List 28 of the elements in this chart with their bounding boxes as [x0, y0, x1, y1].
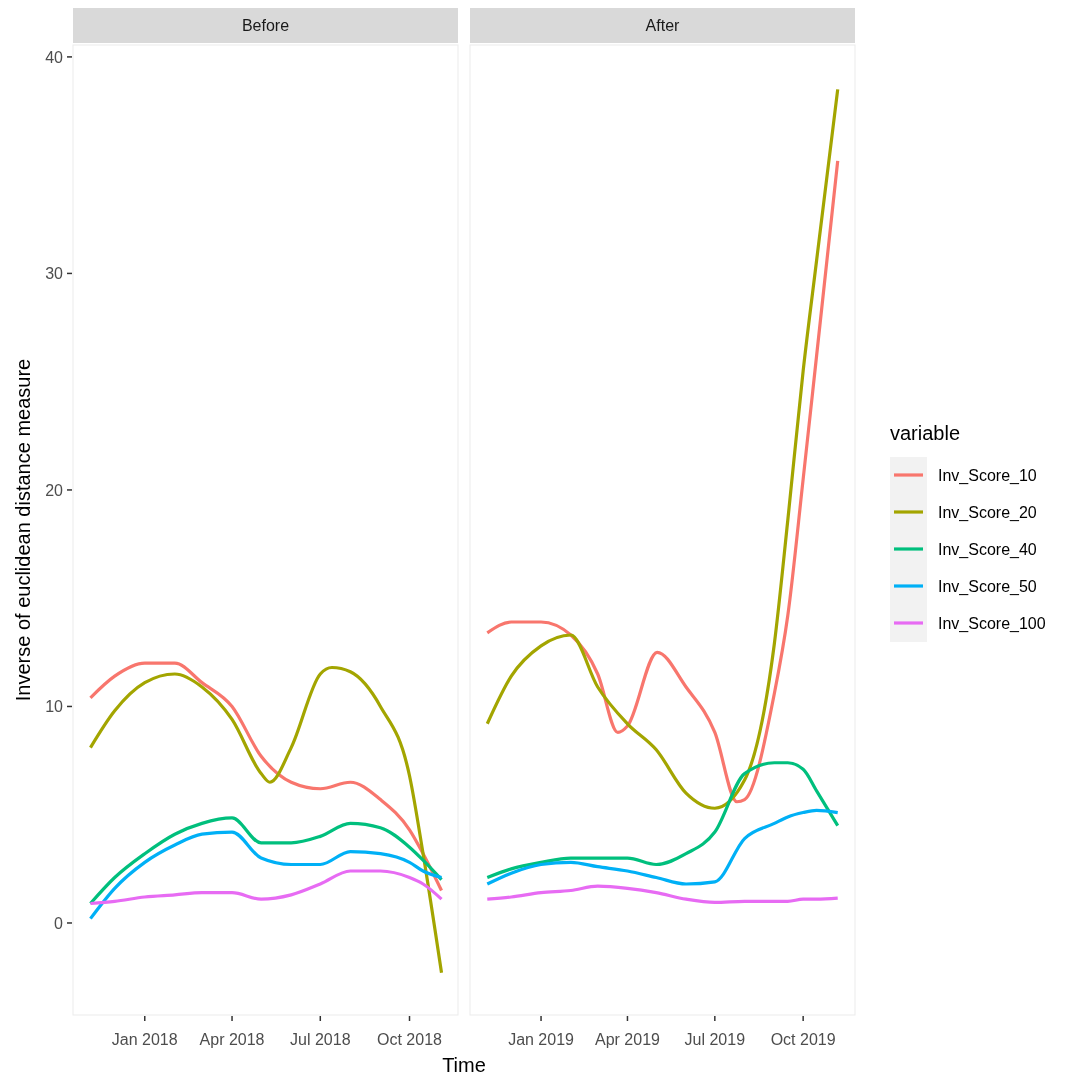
legend-label: Inv_Score_10 — [938, 467, 1037, 485]
x-tick-label: Jul 2018 — [290, 1031, 351, 1048]
x-tick-label: Oct 2018 — [377, 1031, 443, 1048]
chart-title: After — [645, 17, 681, 34]
legend-label: Inv_Score_20 — [938, 504, 1037, 522]
x-tick-label: Jul 2019 — [684, 1031, 746, 1048]
line-series — [88, 869, 444, 906]
legend-label: Inv_Score_50 — [938, 578, 1037, 596]
line-series — [88, 830, 444, 921]
x-tick-label: Jan 2018 — [111, 1031, 178, 1048]
x-tick-label: Apr 2019 — [594, 1031, 661, 1048]
legend-label: Inv_Score_40 — [938, 541, 1037, 559]
y-tick-label: 0 — [54, 914, 64, 932]
y-tick-label: 30 — [45, 265, 64, 283]
legend-title: variable — [890, 422, 961, 444]
legend-label: Inv_Score_100 — [938, 615, 1046, 633]
chart-title: Before — [241, 17, 290, 34]
y-tick-label: 40 — [45, 48, 64, 66]
y-axis-title: Inverse of euclidean distance measure — [12, 358, 34, 702]
line-series — [88, 661, 444, 893]
x-axis-title: Time — [442, 1054, 486, 1076]
line-series — [88, 665, 444, 975]
line-series — [88, 816, 444, 906]
x-tick-label: Jan 2019 — [508, 1031, 575, 1048]
y-tick-label: 10 — [45, 698, 64, 716]
y-tick-label: 20 — [45, 481, 64, 499]
x-tick-label: Oct 2019 — [770, 1031, 836, 1048]
x-tick-label: Apr 2018 — [199, 1031, 265, 1048]
